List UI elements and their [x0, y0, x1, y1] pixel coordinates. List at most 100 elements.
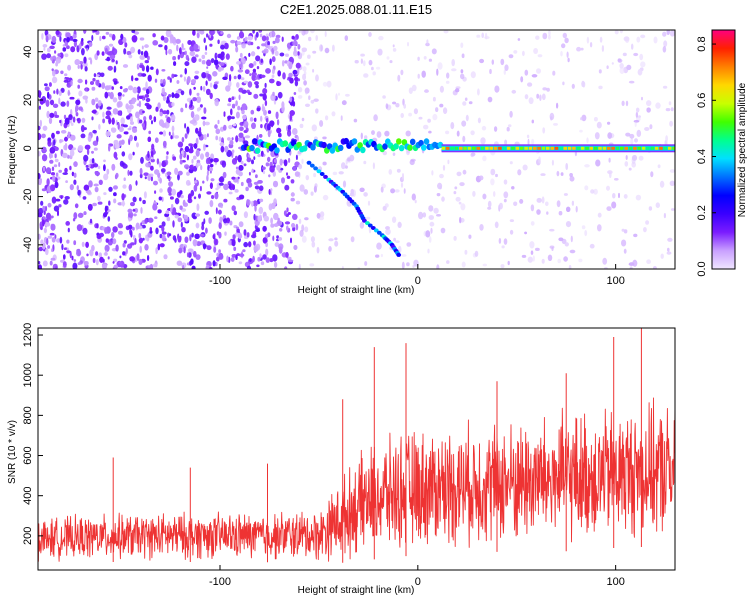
- noise-speckle: [72, 218, 76, 222]
- onset-blob: [357, 142, 363, 149]
- noise-speckle: [125, 103, 129, 110]
- noise-speckle: [44, 83, 48, 87]
- noise-speckle: [129, 134, 133, 142]
- spectrogram-ytick-label: -20: [22, 189, 34, 205]
- noise-speckle: [206, 66, 209, 69]
- noise-speckle: [551, 159, 554, 166]
- noise-speckle: [120, 33, 124, 41]
- noise-speckle: [334, 240, 339, 247]
- noise-speckle: [593, 188, 598, 195]
- noise-speckle: [392, 216, 397, 223]
- noise-speckle: [206, 170, 210, 176]
- noise-speckle: [210, 178, 215, 182]
- noise-speckle: [171, 125, 175, 133]
- noise-speckle: [146, 104, 152, 110]
- noise-speckle: [72, 34, 77, 39]
- noise-speckle: [646, 100, 652, 107]
- noise-speckle: [38, 151, 41, 157]
- noise-speckle: [246, 265, 252, 269]
- noise-speckle: [74, 203, 79, 209]
- noise-speckle: [98, 252, 102, 258]
- noise-speckle: [214, 124, 218, 129]
- noise-speckle: [641, 96, 643, 101]
- noise-speckle: [180, 90, 185, 96]
- noise-speckle: [165, 155, 169, 160]
- noise-speckle: [655, 202, 660, 208]
- noise-speckle: [509, 219, 514, 223]
- noise-speckle: [136, 253, 140, 261]
- noise-speckle: [243, 120, 249, 128]
- noise-speckle: [431, 170, 434, 176]
- noise-speckle: [451, 59, 456, 67]
- noise-speckle: [42, 125, 48, 131]
- snr-ytick-label: 1000: [22, 363, 34, 387]
- noise-speckle: [190, 111, 195, 118]
- noise-speckle: [247, 182, 253, 188]
- noise-speckle: [302, 73, 307, 81]
- noise-speckle: [91, 116, 94, 121]
- noise-speckle: [42, 260, 48, 267]
- noise-speckle: [120, 117, 125, 125]
- noise-speckle: [224, 42, 229, 50]
- noise-speckle: [621, 228, 625, 232]
- noise-speckle: [303, 189, 308, 195]
- noise-speckle: [85, 164, 89, 168]
- noise-speckle: [209, 182, 213, 189]
- noise-speckle: [118, 224, 124, 229]
- noise-speckle: [55, 58, 61, 64]
- noise-speckle: [298, 263, 301, 269]
- noise-speckle: [640, 61, 646, 68]
- noise-speckle: [524, 94, 529, 100]
- noise-speckle: [468, 101, 473, 105]
- noise-speckle: [206, 245, 212, 251]
- noise-speckle: [165, 49, 168, 56]
- noise-speckle: [73, 40, 77, 48]
- noise-speckle: [95, 259, 99, 266]
- noise-speckle: [531, 74, 538, 78]
- noise-speckle: [298, 218, 302, 224]
- noise-speckle: [152, 40, 158, 46]
- noise-speckle: [450, 122, 455, 130]
- noise-speckle: [189, 234, 192, 242]
- noise-speckle: [273, 212, 279, 221]
- noise-speckle: [400, 69, 404, 76]
- noise-speckle: [669, 180, 675, 186]
- noise-speckle: [341, 265, 344, 269]
- noise-speckle: [128, 85, 133, 91]
- noise-speckle: [73, 212, 78, 220]
- noise-speckle: [521, 254, 527, 258]
- noise-speckle: [564, 242, 569, 247]
- noise-speckle: [99, 35, 102, 42]
- noise-speckle: [315, 35, 319, 41]
- noise-speckle: [455, 88, 460, 93]
- noise-speckle: [121, 202, 126, 206]
- carrier-line: [637, 146, 641, 150]
- noise-speckle: [223, 218, 228, 224]
- noise-speckle: [274, 261, 278, 268]
- noise-speckle: [83, 184, 90, 191]
- noise-speckle: [388, 169, 393, 175]
- noise-speckle: [44, 30, 49, 36]
- noise-speckle: [194, 180, 198, 184]
- noise-speckle: [126, 50, 132, 56]
- noise-speckle: [138, 258, 143, 265]
- noise-speckle: [92, 202, 97, 207]
- onset-blob: [254, 147, 261, 154]
- noise-speckle: [232, 123, 237, 127]
- noise-speckle: [59, 139, 62, 144]
- noise-speckle: [507, 124, 512, 128]
- noise-speckle: [464, 249, 468, 255]
- noise-speckle: [73, 179, 77, 185]
- noise-speckle: [228, 183, 232, 189]
- noise-speckle: [276, 164, 281, 171]
- noise-speckle: [108, 144, 111, 152]
- noise-speckle: [251, 74, 257, 81]
- carrier-line: [572, 146, 576, 150]
- noise-speckle: [223, 124, 227, 131]
- noise-speckle: [202, 120, 206, 127]
- noise-speckle: [172, 207, 177, 215]
- noise-speckle: [83, 56, 87, 64]
- noise-speckle: [385, 103, 389, 109]
- noise-speckle: [470, 130, 475, 136]
- noise-speckle: [179, 47, 182, 55]
